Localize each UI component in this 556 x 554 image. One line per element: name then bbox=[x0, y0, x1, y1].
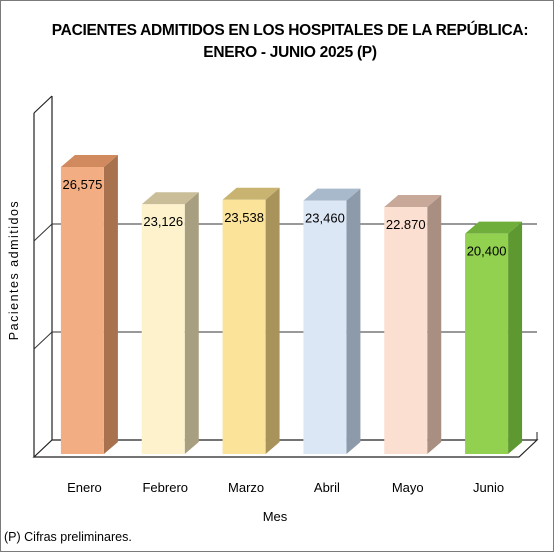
bar-side-abril bbox=[346, 188, 361, 454]
chart-title-line-2: ENERO - JUNIO 2025 (P) bbox=[203, 44, 377, 61]
gridline-side-1 bbox=[33, 331, 53, 350]
bar-top-marzo bbox=[222, 187, 280, 200]
bar-side-mayo bbox=[427, 195, 442, 454]
footnote: (P) Cifras preliminares. bbox=[4, 530, 132, 544]
bar-febrero bbox=[141, 204, 185, 454]
gridline-side-2 bbox=[33, 223, 53, 242]
bar-abril bbox=[303, 200, 347, 454]
bar-side-marzo bbox=[265, 187, 280, 454]
data-label-marzo: 23,538 bbox=[224, 210, 264, 225]
data-label-enero: 26,575 bbox=[63, 177, 103, 192]
x-tick-label-enero: Enero bbox=[67, 480, 102, 495]
side-wall-top-edge bbox=[33, 95, 53, 114]
data-label-mayo: 22.870 bbox=[386, 217, 426, 232]
data-label-febrero: 23,126 bbox=[143, 214, 183, 229]
chart-title: PACIENTES ADMITIDOS EN LOS HOSPITALES DE… bbox=[40, 20, 540, 64]
bar-top-enero bbox=[60, 154, 118, 167]
x-tick-label-marzo: Marzo bbox=[228, 480, 264, 495]
x-tick-label-abril: Abril bbox=[314, 480, 340, 495]
bar-top-mayo bbox=[384, 195, 442, 208]
bar-enero bbox=[60, 166, 104, 455]
bar-top-febrero bbox=[141, 192, 199, 205]
chart-title-line-1: PACIENTES ADMITIDOS EN LOS HOSPITALES DE… bbox=[51, 22, 529, 39]
data-label-abril: 23,460 bbox=[305, 211, 345, 226]
bar-side-enero bbox=[103, 154, 118, 455]
bar-marzo bbox=[222, 199, 266, 454]
bar-top-abril bbox=[303, 188, 361, 201]
bar-top-junio bbox=[465, 221, 523, 234]
bar-mayo bbox=[384, 207, 428, 454]
x-tick-label-febrero: Febrero bbox=[142, 480, 188, 495]
bar-side-febrero bbox=[184, 192, 199, 454]
data-label-junio: 20,400 bbox=[467, 244, 507, 259]
x-tick-label-mayo: Mayo bbox=[392, 480, 424, 495]
x-tick-label-junio: Junio bbox=[473, 480, 504, 495]
bar-side-junio bbox=[508, 221, 523, 454]
x-axis-label: Mes bbox=[262, 509, 288, 524]
bar-junio bbox=[465, 233, 509, 454]
x-axis-label-wrap: Mes bbox=[0, 509, 556, 524]
